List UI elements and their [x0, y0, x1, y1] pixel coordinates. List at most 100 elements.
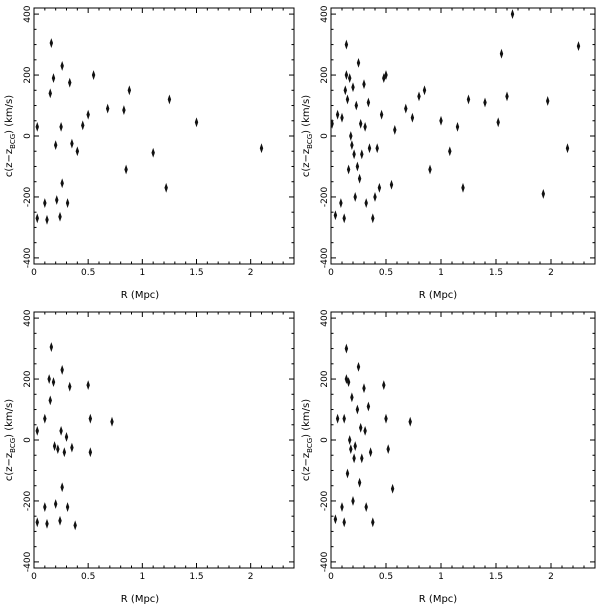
- data-point: [384, 70, 388, 80]
- data-point: [43, 198, 47, 208]
- data-point: [340, 112, 344, 123]
- data-point: [70, 138, 74, 149]
- y-tick-label: -200: [23, 186, 33, 207]
- data-point: [51, 73, 56, 84]
- data-point: [352, 453, 356, 464]
- data-point: [353, 192, 357, 202]
- data-point: [382, 380, 386, 391]
- data-point: [88, 413, 93, 424]
- data-point: [339, 198, 343, 208]
- data-point: [439, 115, 443, 126]
- data-point: [360, 149, 364, 160]
- data-point: [448, 146, 452, 157]
- x-tick-label: 1.5: [489, 268, 503, 278]
- data-point: [194, 117, 199, 128]
- data-point: [373, 192, 377, 202]
- data-point: [73, 520, 77, 531]
- y-tick-label: 0: [23, 133, 33, 139]
- data-point: [351, 496, 355, 506]
- x-tick-label: 0.5: [379, 268, 393, 278]
- x-tick-label: 0: [31, 572, 37, 582]
- data-point: [346, 164, 351, 175]
- data-point: [333, 210, 338, 221]
- data-point: [363, 425, 367, 436]
- data-point: [343, 85, 348, 96]
- data-point: [541, 188, 546, 199]
- data-point: [366, 97, 371, 108]
- data-point: [53, 499, 58, 509]
- panel-top-left: 0 0.5 1 1.5 2 -400 -200 0 200 400 R (Mpc) c(z−zBCG)…: [4, 5, 295, 301]
- data-point: [344, 343, 349, 354]
- data-point: [124, 164, 128, 175]
- data-point: [340, 502, 344, 512]
- y-tick-label: -400: [320, 247, 330, 268]
- data-point: [362, 79, 366, 90]
- data-point: [60, 482, 64, 493]
- data-point: [48, 395, 52, 406]
- x-tick-label: 1.5: [189, 572, 203, 582]
- y-tick-label: 200: [320, 370, 330, 387]
- data-point: [60, 178, 64, 189]
- data-point: [342, 213, 346, 224]
- data-point: [483, 97, 487, 108]
- data-point: [110, 416, 114, 427]
- x-tick-label: 2: [548, 572, 554, 582]
- y-tick-label: 400: [320, 5, 330, 22]
- x-tick-label: 1: [139, 572, 145, 582]
- data-point: [377, 182, 382, 193]
- data-point: [88, 447, 93, 458]
- data-point: [355, 404, 360, 415]
- y-axis-label: c(z−zBCG) (km/s): [301, 95, 314, 177]
- data-point: [53, 140, 58, 151]
- data-point: [35, 517, 39, 528]
- data-point: [417, 91, 421, 102]
- data-point: [35, 121, 39, 132]
- x-tick-label: 0.5: [81, 572, 95, 582]
- data-point: [384, 413, 388, 424]
- data-point: [43, 413, 47, 424]
- data-point: [86, 380, 90, 391]
- data-point: [364, 502, 368, 512]
- data-point: [58, 515, 62, 526]
- x-tick-label: 2: [248, 268, 254, 278]
- y-tick-label: 200: [23, 370, 33, 387]
- data-point: [379, 109, 384, 120]
- data-point: [510, 9, 515, 20]
- data-point: [349, 444, 353, 455]
- plot-frame: [33, 311, 295, 569]
- data-point: [358, 118, 363, 129]
- data-point: [357, 477, 362, 488]
- data-point: [68, 381, 72, 392]
- data-point: [43, 502, 47, 512]
- data-point: [49, 38, 54, 48]
- data-point: [363, 121, 367, 132]
- data-point: [47, 374, 51, 384]
- panel-bottom-right: 0 0.5 1 1.5 2 -400 -200 0 200 400 R (Mpc) c(z−zBCG)…: [301, 309, 596, 605]
- y-tick-label: 0: [320, 133, 330, 139]
- data-point: [342, 413, 346, 424]
- panel-bottom-left: 0 0.5 1 1.5 2 -400 -200 0 200 400 R (Mpc) c(z−zBCG)…: [4, 309, 295, 605]
- data-point: [330, 118, 334, 129]
- x-tick-label: 0: [328, 572, 334, 582]
- data-point: [127, 85, 132, 96]
- data-point: [499, 48, 504, 59]
- data-point: [350, 140, 354, 151]
- x-tick-label: 1.5: [489, 572, 503, 582]
- data-point: [49, 342, 54, 352]
- data-point: [371, 213, 375, 224]
- data-point: [496, 117, 500, 128]
- y-tick-label: -200: [320, 490, 330, 511]
- data-point: [259, 143, 264, 154]
- data-point: [352, 149, 356, 160]
- y-tick-label: 0: [320, 437, 330, 443]
- y-tick-label: 0: [23, 437, 33, 443]
- data-point: [342, 517, 346, 528]
- data-point: [344, 39, 349, 50]
- data-point: [60, 60, 64, 71]
- data-point: [356, 57, 361, 68]
- data-point: [68, 77, 72, 88]
- data-point: [345, 94, 350, 105]
- x-tick-label: 2: [248, 572, 254, 582]
- data-point: [51, 377, 56, 388]
- data-point: [354, 100, 359, 111]
